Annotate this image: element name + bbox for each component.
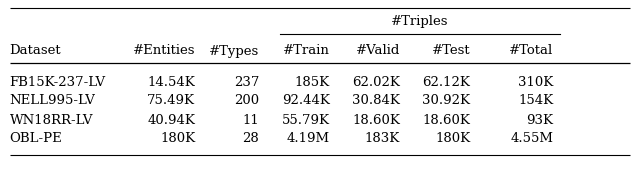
Text: 180K: 180K: [435, 132, 470, 146]
Text: 310K: 310K: [518, 75, 554, 89]
Text: 75.49K: 75.49K: [147, 95, 195, 107]
Text: WN18RR-LV: WN18RR-LV: [10, 114, 93, 126]
Text: #Test: #Test: [432, 45, 470, 57]
Text: 154K: 154K: [518, 95, 554, 107]
Text: 180K: 180K: [160, 132, 195, 146]
Text: 93K: 93K: [527, 114, 554, 126]
Text: 40.94K: 40.94K: [147, 114, 195, 126]
Text: 185K: 185K: [294, 75, 330, 89]
Text: 4.19M: 4.19M: [287, 132, 330, 146]
Text: Dataset: Dataset: [10, 45, 61, 57]
Text: 55.79K: 55.79K: [282, 114, 330, 126]
Text: 4.55M: 4.55M: [511, 132, 554, 146]
Text: OBL-PE: OBL-PE: [10, 132, 62, 146]
Text: #Valid: #Valid: [356, 45, 400, 57]
Text: #Total: #Total: [509, 45, 554, 57]
Text: 62.12K: 62.12K: [422, 75, 470, 89]
Text: #Entities: #Entities: [132, 45, 195, 57]
Text: 183K: 183K: [365, 132, 400, 146]
Text: 18.60K: 18.60K: [422, 114, 470, 126]
Text: #Types: #Types: [209, 45, 259, 57]
Text: #Triples: #Triples: [392, 15, 449, 29]
Text: 11: 11: [243, 114, 259, 126]
Text: 28: 28: [243, 132, 259, 146]
Text: 30.92K: 30.92K: [422, 95, 470, 107]
Text: 92.44K: 92.44K: [282, 95, 330, 107]
Text: 62.02K: 62.02K: [352, 75, 400, 89]
Text: 237: 237: [234, 75, 259, 89]
Text: 14.54K: 14.54K: [147, 75, 195, 89]
Text: 30.84K: 30.84K: [352, 95, 400, 107]
Text: NELL995-LV: NELL995-LV: [10, 95, 95, 107]
Text: #Train: #Train: [283, 45, 330, 57]
Text: FB15K-237-LV: FB15K-237-LV: [10, 75, 106, 89]
Text: 200: 200: [234, 95, 259, 107]
Text: 18.60K: 18.60K: [352, 114, 400, 126]
